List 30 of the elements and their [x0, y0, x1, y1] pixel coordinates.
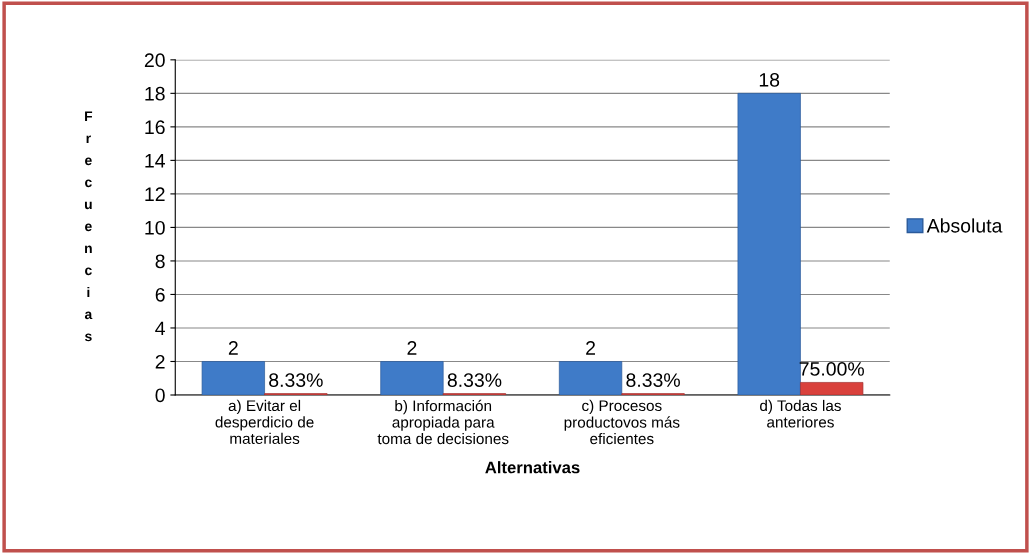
y-tick-label: 16 — [145, 120, 165, 135]
data-label: 8.33% — [626, 373, 680, 387]
data-label: 8.33% — [269, 373, 323, 387]
y-tick-label: 20 — [144, 53, 165, 68]
data-label: 2 — [407, 341, 417, 355]
bar — [737, 93, 801, 395]
bar — [201, 361, 265, 395]
data-label: 8.33% — [447, 373, 502, 387]
x-tick-label: d) Todas las anteriores — [760, 399, 841, 428]
y-tick-label: 18 — [145, 86, 165, 101]
bar — [558, 361, 623, 395]
y-tick-label: 14 — [145, 154, 165, 168]
y-tick-label: 4 — [155, 321, 165, 336]
data-label: 18 — [759, 72, 780, 87]
text: Frecuencias — [84, 111, 93, 342]
y-tick-label: 2 — [155, 354, 165, 369]
x-tick-label: a) Evitar el desperdicio de materiales — [215, 399, 314, 444]
x-tick-label: b) Información apropiada para toma de decisiones — [377, 399, 509, 445]
y-tick-label: 10 — [145, 220, 165, 235]
y-tick-label: 0 — [155, 388, 165, 403]
bar — [800, 382, 864, 395]
x-tick-label: c) Procesos productovos más eficientes — [564, 399, 680, 445]
x-axis-title: Alternativas — [485, 461, 580, 474]
y-tick-label: 6 — [155, 287, 165, 302]
data-label: 2 — [586, 341, 595, 355]
data-label: 2 — [228, 341, 238, 355]
bar — [380, 361, 444, 395]
legend-label: Absoluta — [926, 218, 1003, 233]
y-tick-label: 12 — [145, 187, 165, 201]
y-tick-label: 8 — [155, 254, 165, 269]
